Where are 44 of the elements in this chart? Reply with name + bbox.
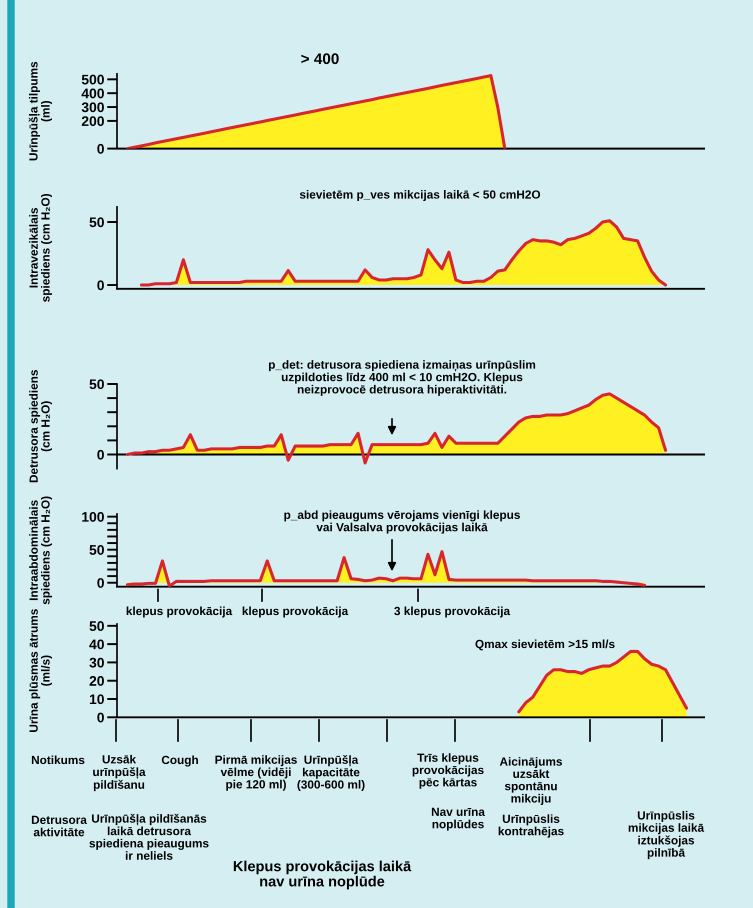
y-tick-label: 0 <box>97 712 104 722</box>
y-tick-label: 10 <box>90 694 104 704</box>
y-axis-title: Intravezikālais spiediens (cm H₂O) <box>29 194 52 302</box>
annotation: Qmax sievietēm >15 ml/s <box>475 639 615 650</box>
y-tick-label: 0 <box>97 450 104 460</box>
y-axis-title: Detrusora spiediens (cm H₂O) <box>29 370 52 482</box>
y-tick-label: 40 <box>89 639 104 650</box>
text: Cough <box>162 755 198 767</box>
y-axis-title: Urīna plūsmas ātrums (ml/s) <box>29 609 52 732</box>
text: Uzsāk urīnpūšļa pildīšanu <box>93 754 146 792</box>
y-tick-label: 400 <box>82 88 104 98</box>
y-tick-label: 50 <box>89 217 104 228</box>
text: Urīnpūšļa pildīšanās laikā detrusora spiediena pieaugums ir neliels <box>89 814 209 860</box>
text: Detrusora aktivitāte <box>32 816 87 836</box>
text: Klepus provokācijas laikā nav urīna noplūde <box>234 860 412 890</box>
text: > 400 <box>301 53 339 64</box>
text: Pirmā mikcijas vēlme (vidēji pie 120 ml) <box>215 755 297 791</box>
y-tick-label: 20 <box>90 676 104 686</box>
y-tick-label: 200 <box>82 116 104 126</box>
text: Urīnpūslis mikcijas laikā iztukšojas pilnībā <box>628 810 704 860</box>
chart-title: sievietēm p_ves mikcijas laikā < 50 cmH2O <box>300 190 540 202</box>
text: 3 klepus provokācija <box>394 606 510 618</box>
text: Nav urīna noplūdes <box>432 808 485 831</box>
text: klepus provokācija <box>126 606 232 618</box>
text: Urīnpūšļa kapacitāte (300-600 ml) <box>297 754 365 792</box>
text: Notikums <box>32 755 84 764</box>
y-tick-label: 30 <box>89 658 104 668</box>
y-axis-title: Urīnpūšļa tilpums (ml) <box>28 62 52 160</box>
annotation: p_det: detrusora spiediena izmaiņas urīnpūslim uzpildoties līdz 400 ml < 10 cmH2O. Klepus neizprovocē detrusora hiperaktivitāti. <box>268 360 536 396</box>
y-tick-label: 100 <box>82 512 104 522</box>
y-tick-label: 300 <box>82 102 104 112</box>
y-axis-title: Intraabdominālais spiediens (cm H₂O) <box>29 496 52 604</box>
y-tick-label: 0 <box>97 280 104 290</box>
y-tick-label: 50 <box>89 621 104 631</box>
y-tick-label: 50 <box>89 545 104 555</box>
text: klepus provokācija <box>242 606 348 618</box>
y-tick-label: 0 <box>97 578 104 588</box>
annotation: p_abd pieaugums vērojams vienīgi klepus vai Valsalva provokācijas laikā <box>284 510 520 534</box>
text: Trīs klepus provokācijas pēc kārtas <box>412 753 484 789</box>
y-tick-label: 0 <box>97 144 104 154</box>
text: Urīnpūslis kontrahējas <box>498 814 564 838</box>
text: Aicinājums uzsākt spontānu mikciju <box>500 757 562 805</box>
y-tick-label: 50 <box>89 379 104 390</box>
y-tick-label: 500 <box>82 74 104 85</box>
